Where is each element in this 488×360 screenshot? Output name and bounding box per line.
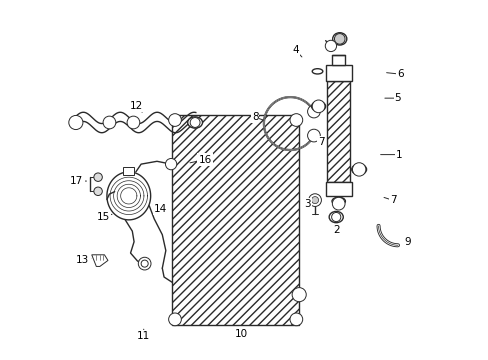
Circle shape <box>94 187 102 195</box>
Circle shape <box>325 40 336 51</box>
Ellipse shape <box>331 197 345 205</box>
Polygon shape <box>92 255 108 266</box>
Circle shape <box>289 313 302 326</box>
Circle shape <box>94 173 102 181</box>
Circle shape <box>127 116 140 129</box>
Circle shape <box>165 158 176 170</box>
Circle shape <box>190 118 200 127</box>
Text: 17: 17 <box>70 176 83 186</box>
Text: 15: 15 <box>97 212 110 222</box>
Bar <box>325 182 351 196</box>
Text: 3: 3 <box>304 199 310 209</box>
Text: 13: 13 <box>76 256 89 265</box>
Ellipse shape <box>332 33 346 45</box>
Text: 7: 7 <box>389 195 396 206</box>
Text: 1: 1 <box>395 150 402 159</box>
Text: 8: 8 <box>251 112 258 122</box>
Bar <box>325 65 351 81</box>
Text: 4: 4 <box>292 45 298 55</box>
Circle shape <box>312 100 324 113</box>
Circle shape <box>138 257 151 270</box>
Ellipse shape <box>311 102 325 111</box>
Circle shape <box>307 105 320 118</box>
Circle shape <box>289 114 302 126</box>
Text: 6: 6 <box>396 69 403 79</box>
Polygon shape <box>107 172 150 220</box>
Circle shape <box>331 212 340 222</box>
Bar <box>123 167 134 175</box>
Bar <box>331 55 345 65</box>
Ellipse shape <box>328 211 343 223</box>
Circle shape <box>69 116 83 130</box>
Ellipse shape <box>312 69 322 74</box>
Bar <box>172 115 299 325</box>
Circle shape <box>168 114 181 126</box>
Bar <box>327 81 349 182</box>
Text: 2: 2 <box>333 225 340 235</box>
Circle shape <box>307 129 320 142</box>
Circle shape <box>311 197 318 204</box>
Circle shape <box>168 313 181 326</box>
Text: 16: 16 <box>198 154 211 165</box>
Circle shape <box>308 194 321 207</box>
Circle shape <box>332 197 345 210</box>
Circle shape <box>103 116 116 129</box>
Text: 12: 12 <box>130 101 143 111</box>
Text: 7: 7 <box>318 137 324 147</box>
Circle shape <box>291 288 305 302</box>
Ellipse shape <box>187 117 202 128</box>
Circle shape <box>352 163 365 176</box>
Circle shape <box>334 33 345 44</box>
Ellipse shape <box>351 164 366 175</box>
Text: 9: 9 <box>404 237 410 247</box>
Text: 5: 5 <box>394 93 401 103</box>
Circle shape <box>141 260 148 267</box>
Text: 10: 10 <box>235 329 248 339</box>
Text: 11: 11 <box>136 331 149 341</box>
Text: 14: 14 <box>154 204 167 214</box>
